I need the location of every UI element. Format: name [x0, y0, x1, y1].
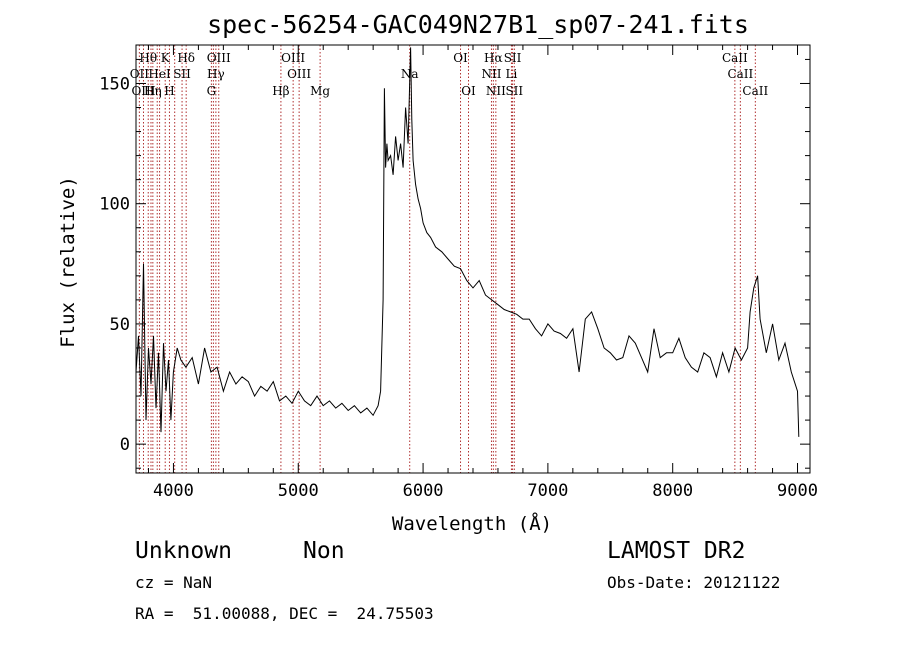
- line-label: Hδ: [177, 51, 195, 65]
- x-tick-label: 7000: [527, 481, 568, 501]
- spectrum-chart: spec-56254-GAC049N27B1_sp07-241.fits Hθ K…: [57, 10, 818, 535]
- survey-name: LAMOST DR2: [607, 538, 746, 564]
- redshift-cz: cz = NaN: [135, 573, 213, 592]
- y-axis-ticks: 0 50 100 150: [99, 58, 810, 469]
- y-axis-label: Flux (relative): [57, 176, 79, 348]
- line-label: Mg: [310, 84, 330, 98]
- line-label: Hη: [144, 84, 162, 98]
- x-tick-label: 8000: [652, 481, 693, 501]
- line-label: NII: [486, 84, 506, 98]
- line-label: K: [161, 51, 171, 65]
- line-label: CaII: [727, 67, 753, 81]
- line-label: OIII: [131, 84, 155, 98]
- line-label: OI: [453, 51, 468, 65]
- line-label: OII: [130, 67, 150, 81]
- line-label: NII: [481, 67, 501, 81]
- line-label: Li: [506, 67, 518, 81]
- line-label: SII: [505, 84, 523, 98]
- line-label: Hγ: [207, 67, 225, 81]
- x-tick-label: 6000: [403, 481, 444, 501]
- spectrum-line: [135, 47, 800, 437]
- coordinates: RA = 51.00088, DEC = 24.75503: [135, 604, 434, 623]
- line-label: SII: [504, 51, 522, 65]
- object-class: Unknown: [135, 538, 232, 564]
- line-label: CaII: [722, 51, 748, 65]
- x-axis-ticks: 4000 5000 6000 7000 8000 9000: [147, 45, 818, 501]
- line-label: SII: [173, 67, 191, 81]
- y-tick-label: 50: [110, 315, 130, 335]
- chart-title: spec-56254-GAC049N27B1_sp07-241.fits: [207, 10, 749, 39]
- object-subclass: Non: [303, 538, 345, 564]
- line-label: OIII: [287, 67, 311, 81]
- line-label: CaII: [742, 84, 768, 98]
- x-tick-label: 9000: [777, 481, 818, 501]
- emission-line-markers: [138, 45, 756, 473]
- line-label: OIII: [207, 51, 231, 65]
- line-label: OI: [461, 84, 476, 98]
- x-tick-label: 4000: [153, 481, 194, 501]
- obs-date: Obs-Date: 20121122: [607, 573, 781, 592]
- x-axis-label: Wavelength (Å): [392, 512, 552, 535]
- line-label: OIII: [281, 51, 305, 65]
- line-label: G: [207, 84, 217, 98]
- line-label: Hθ: [139, 51, 157, 65]
- line-label: Hα: [484, 51, 503, 65]
- line-label: H: [164, 84, 174, 98]
- line-label: HeI: [148, 67, 171, 81]
- line-label: Hβ: [272, 84, 289, 98]
- plot-frame: [135, 44, 811, 474]
- x-tick-label: 5000: [278, 481, 319, 501]
- y-tick-label: 0: [120, 435, 130, 455]
- y-tick-label: 100: [99, 195, 130, 215]
- y-tick-label: 150: [99, 74, 130, 94]
